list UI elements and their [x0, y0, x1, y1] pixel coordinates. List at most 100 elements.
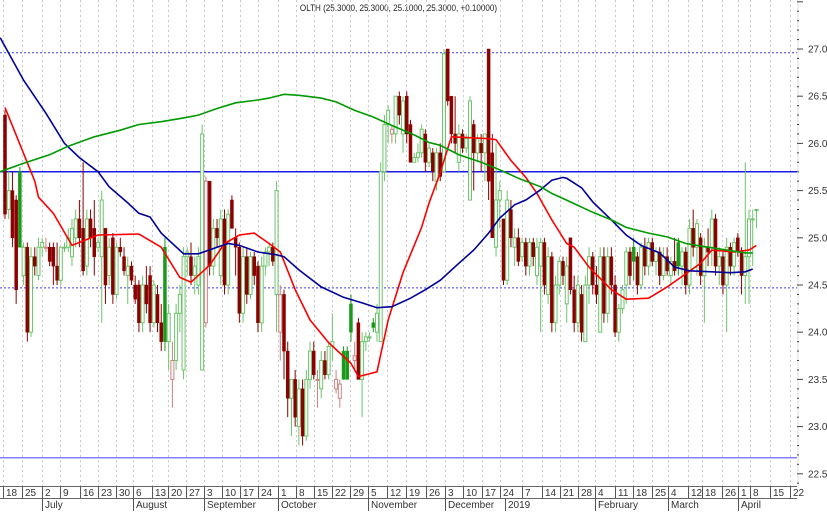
month-label: April [741, 500, 761, 511]
candle-body [564, 265, 569, 305]
candle [25, 242, 30, 342]
x-tick-label: 10 [225, 488, 237, 499]
candle [408, 119, 413, 163]
candle [323, 351, 327, 380]
candle-body [613, 284, 617, 333]
candle-body [360, 341, 365, 380]
x-tick-label: 15 [773, 488, 785, 499]
candle [479, 133, 483, 172]
short-moving-average-line [4, 107, 757, 378]
candle [84, 209, 89, 276]
candle-body [405, 95, 409, 135]
candle-body [55, 265, 59, 281]
candle-body [334, 378, 339, 390]
candle [427, 143, 432, 167]
candle [743, 162, 748, 304]
candle-body [509, 209, 513, 239]
candle [512, 228, 517, 267]
candle-body [747, 218, 751, 258]
candle-body [646, 242, 651, 267]
candle-body [561, 261, 565, 276]
candle [274, 181, 279, 333]
candle-body [222, 218, 227, 286]
candle-body [534, 246, 539, 277]
candle-body [241, 256, 246, 314]
candle [594, 266, 599, 304]
candle [360, 332, 365, 418]
candle-body [527, 242, 532, 267]
y-tick-label: 22.5 [808, 469, 827, 480]
candle-body [524, 242, 528, 267]
candle [18, 167, 22, 248]
candle-body [326, 345, 331, 376]
month-label: August [136, 500, 167, 511]
candle [40, 237, 45, 257]
candle-body [278, 293, 283, 333]
month-label: October [281, 500, 317, 511]
candle [33, 247, 37, 276]
x-tick-label: 12 [691, 488, 703, 499]
candle [181, 247, 186, 380]
candle-body [501, 218, 506, 281]
candle [215, 218, 219, 248]
candle [296, 379, 301, 446]
candle-body [538, 242, 543, 267]
candle [163, 237, 167, 352]
candle [650, 237, 655, 267]
candle [245, 247, 249, 304]
x-tick-label: 24 [503, 488, 515, 499]
x-tick-label: 26 [725, 488, 737, 499]
candle-body [81, 228, 85, 272]
candle-body [594, 284, 599, 295]
candle [520, 237, 525, 262]
candle [192, 256, 197, 295]
candle-body [84, 218, 89, 267]
x-tick-label: 25 [655, 488, 667, 499]
candle-body [698, 237, 703, 276]
candle [107, 237, 112, 285]
candle [698, 233, 703, 285]
candle [96, 237, 100, 252]
candle-body [680, 251, 685, 267]
candle [646, 237, 651, 276]
candle-body [721, 256, 725, 286]
candle-body [620, 289, 625, 310]
x-tick-label: 25 [25, 488, 37, 499]
candle [494, 143, 499, 257]
candle [155, 285, 160, 333]
medium-moving-average-line [0, 37, 753, 309]
candle-body [657, 251, 662, 276]
candle-body [709, 218, 714, 248]
x-tick-label: 3 [207, 488, 213, 499]
x-tick-label: 16 [83, 488, 95, 499]
candle [211, 218, 216, 276]
candle [196, 247, 201, 295]
candle [81, 162, 85, 276]
candle-body [363, 336, 368, 343]
x-tick-label: 8 [299, 488, 305, 499]
candle [304, 369, 309, 441]
candle [468, 96, 472, 201]
candle-body [728, 246, 733, 267]
candle-body [107, 246, 112, 277]
candle-body [99, 199, 104, 258]
candle-body [456, 133, 461, 163]
y-tick-label: 27.0 [808, 45, 827, 56]
candle [661, 247, 666, 281]
candle-body [639, 246, 644, 286]
month-label: November [371, 500, 418, 511]
candle [546, 247, 551, 304]
candle-body [18, 171, 22, 248]
candle-body [3, 114, 7, 215]
candle-body [490, 152, 495, 239]
candle [453, 96, 457, 153]
y-tick-label: 25.0 [808, 233, 827, 244]
candle-body [579, 294, 584, 333]
candle [497, 181, 502, 229]
candle [341, 346, 346, 380]
candle-body [148, 275, 152, 324]
candle-body [408, 124, 413, 163]
candle-body [207, 180, 212, 267]
candle [613, 275, 617, 337]
y-tick-label: 26.0 [808, 139, 827, 150]
